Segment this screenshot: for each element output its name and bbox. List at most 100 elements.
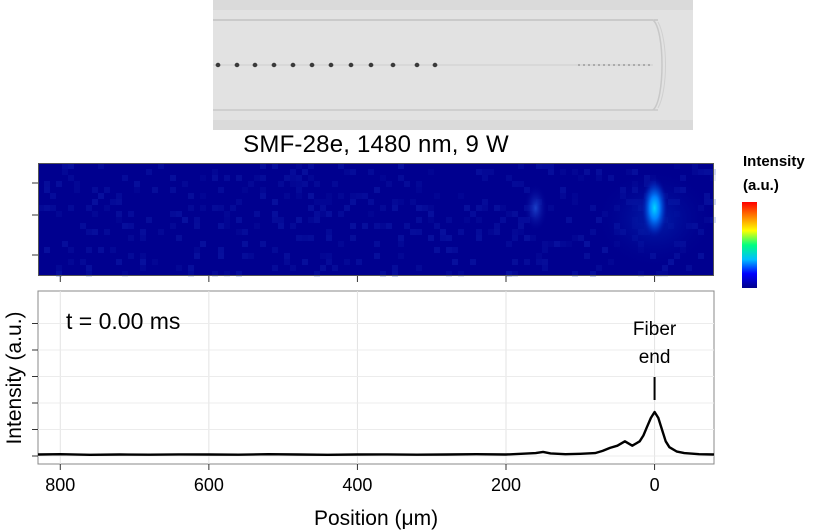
heatmap-cell: [446, 217, 452, 223]
y-ticks: [32, 323, 38, 457]
heatmap-cell: [308, 205, 314, 211]
heatmap-cell: [236, 229, 242, 235]
annotation-end: end: [639, 347, 671, 368]
photo-voids: [215, 62, 438, 68]
heatmap-cell: [398, 199, 404, 205]
heatmap-cell: [524, 235, 530, 241]
heatmap-cell: [212, 271, 218, 277]
y-axis-label: Intensity (a.u.): [3, 311, 26, 444]
heatmap-cell: [512, 211, 518, 217]
heatmap-cell: [68, 175, 74, 181]
heatmap-cell: [488, 229, 494, 235]
chart-title: SMF-28e, 1480 nm, 9 W: [243, 131, 509, 158]
heatmap-cell: [704, 169, 710, 175]
heatmap-cell: [326, 253, 332, 259]
heatmap-cell: [368, 211, 374, 217]
heatmap-cell: [626, 169, 632, 175]
heatmap-cell: [566, 241, 572, 247]
heatmap-cell: [218, 205, 224, 211]
heatmap-cell: [260, 241, 266, 247]
heatmap-cell: [560, 241, 566, 247]
heatmap-cell: [308, 235, 314, 241]
photo-void-9: [390, 62, 396, 68]
heatmap-cell: [380, 223, 386, 229]
heatmap-cell: [428, 205, 434, 211]
heatmap-cell: [686, 265, 692, 271]
heatmap-cell: [92, 211, 98, 217]
heatmap-cell: [254, 223, 260, 229]
heatmap-cell: [218, 247, 224, 253]
heatmap-cell: [236, 199, 242, 205]
heatmap-cell: [194, 217, 200, 223]
heatmap-cell: [524, 187, 530, 193]
heatmap-cell: [536, 253, 542, 259]
heatmap-cell: [140, 235, 146, 241]
heatmap-cell: [110, 247, 116, 253]
heatmap-cell: [482, 175, 488, 181]
heatmap-cell: [530, 235, 536, 241]
heatmap-cell: [356, 259, 362, 265]
heatmap-cell: [224, 271, 230, 277]
heatmap-cell: [308, 163, 314, 169]
heatmap-cell: [272, 265, 278, 271]
heatmap-cell: [410, 199, 416, 205]
heatmap-cell: [68, 247, 74, 253]
heatmap-cell: [338, 211, 344, 217]
heatmap-cell: [92, 199, 98, 205]
heatmap-cell: [242, 187, 248, 193]
heatmap-cell: [548, 163, 554, 169]
heatmap-cell: [170, 211, 176, 217]
plot-area: [37, 290, 715, 465]
heatmap-cell: [524, 259, 530, 265]
heatmap-cell: [170, 223, 176, 229]
heatmap-cell: [380, 205, 386, 211]
heatmap-cell: [470, 211, 476, 217]
heatmap-cell: [458, 193, 464, 199]
heatmap-cell: [236, 175, 242, 181]
heatmap-cell: [338, 241, 344, 247]
heatmap-cell: [416, 187, 422, 193]
heatmap-cell: [500, 217, 506, 223]
heatmap-cell: [212, 205, 218, 211]
heatmap-cell: [218, 187, 224, 193]
heatmap-panel: [32, 163, 716, 282]
heatmap-cell: [326, 259, 332, 265]
heatmap-cell: [236, 271, 242, 277]
heatmap-cell: [482, 199, 488, 205]
heatmap-cell: [386, 223, 392, 229]
heatmap-cell: [314, 211, 320, 217]
photo-void-7: [348, 62, 354, 68]
heatmap-cell: [428, 235, 434, 241]
colorbar-title-line2: (a.u.): [743, 177, 779, 194]
heatmap-cell: [332, 181, 338, 187]
heatmap-cell: [272, 199, 278, 205]
heatmap-cell: [392, 205, 398, 211]
heatmap-cell: [146, 217, 152, 223]
heatmap-cell: [572, 271, 578, 277]
heatmap-cell: [296, 181, 302, 187]
heatmap-cell: [194, 253, 200, 259]
heatmap-cell: [116, 211, 122, 217]
heatmap-cell: [398, 253, 404, 259]
heatmap-cell: [200, 241, 206, 247]
heatmap-cell: [260, 187, 266, 193]
heatmap-cell: [560, 169, 566, 175]
heatmap-cell: [272, 211, 278, 217]
heatmap-cell: [386, 181, 392, 187]
heatmap-cell: [476, 169, 482, 175]
heatmap-cell: [572, 235, 578, 241]
x-tick-label-3: 200: [491, 475, 521, 495]
heatmap-cell: [512, 235, 518, 241]
heatmap-cell: [194, 247, 200, 253]
heatmap-cell: [242, 241, 248, 247]
heatmap-cell: [434, 223, 440, 229]
heatmap-cell: [416, 181, 422, 187]
heatmap-cell: [302, 181, 308, 187]
heatmap-cell: [290, 181, 296, 187]
heatmap-cell: [542, 163, 548, 169]
heatmap-cell: [548, 169, 554, 175]
heatmap-cell: [320, 265, 326, 271]
heatmap-cell: [332, 265, 338, 271]
heatmap-cell: [200, 193, 206, 199]
heatmap-cell: [320, 199, 326, 205]
